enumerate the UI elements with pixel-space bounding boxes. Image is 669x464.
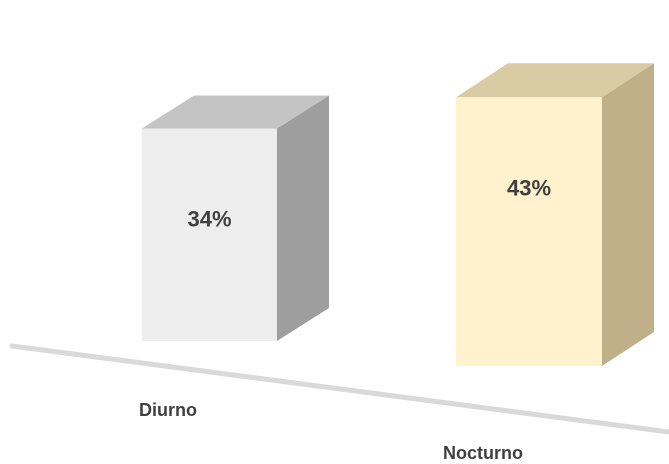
bar-top-nocturno xyxy=(456,63,654,98)
floor-line xyxy=(9,343,669,435)
bar-side-diurno xyxy=(277,95,329,341)
bar-diurno xyxy=(142,128,277,341)
bar-top-diurno xyxy=(142,95,329,129)
category-label-diurno: Diurno xyxy=(139,400,197,420)
category-label-nocturno: Nocturno xyxy=(443,443,523,463)
bar-nocturno xyxy=(456,97,602,366)
bar-side-nocturno xyxy=(602,63,654,366)
data-label-diurno: 34% xyxy=(187,207,231,232)
data-label-nocturno: 43% xyxy=(507,175,551,200)
